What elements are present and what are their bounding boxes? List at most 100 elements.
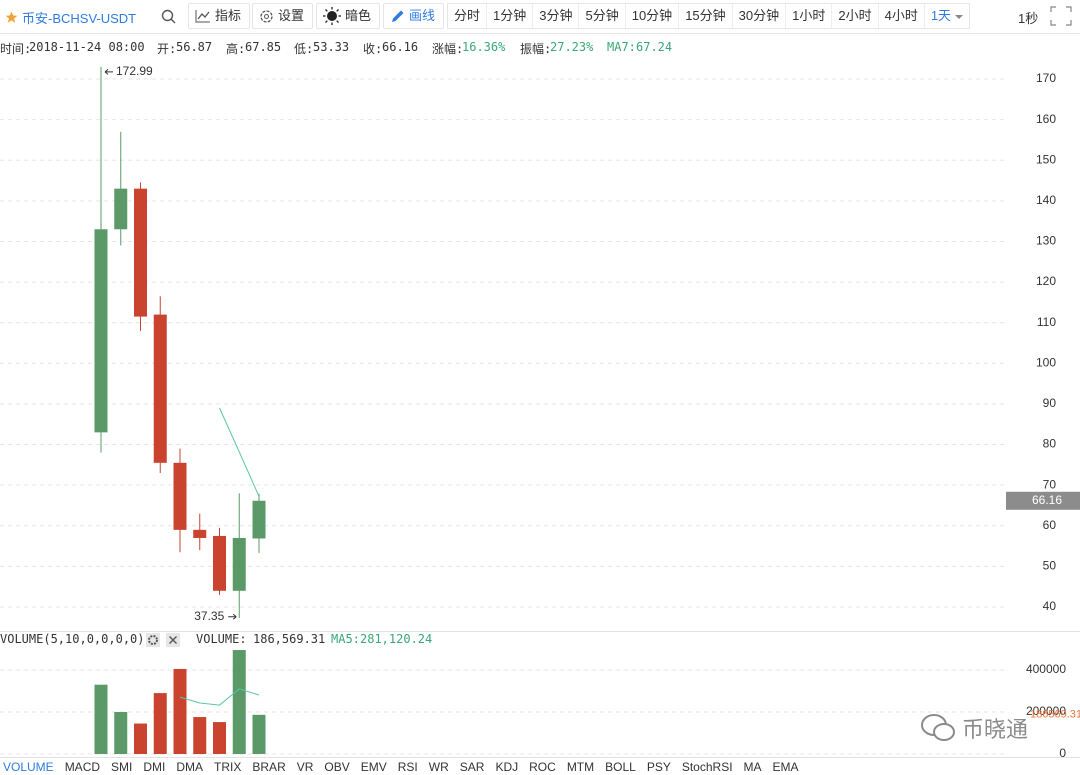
volume-bar — [173, 668, 187, 754]
indicator-tab[interactable]: SAR — [459, 760, 485, 774]
indicator-tab[interactable]: WR — [428, 760, 449, 774]
info-label: 振幅: — [520, 42, 552, 56]
y-tick-label: 150 — [1036, 152, 1056, 166]
interval[interactable]: 1分钟 — [486, 4, 532, 28]
info-low: 53.33 — [313, 40, 350, 54]
y-tick-label: 140 — [1036, 193, 1056, 207]
fullscreen-icon[interactable] — [1050, 6, 1072, 26]
interval[interactable]: 分时 — [454, 8, 481, 23]
y-tick-label: 110 — [1037, 315, 1056, 329]
indicator-button[interactable]: 指标 — [188, 3, 251, 29]
indicator-tab[interactable]: RSI — [397, 760, 418, 774]
y-tick-label: 170 — [1036, 71, 1056, 85]
tool-label: 暗色 — [345, 8, 372, 23]
interval[interactable]: 5分钟 — [578, 4, 624, 28]
y-tick-label: 120 — [1036, 274, 1056, 288]
watermark-text: 币晓通 — [962, 717, 1029, 742]
symbol-name: 币安-BCHSV-USDT — [22, 11, 137, 26]
draw-icon — [392, 10, 404, 22]
theme-icon — [323, 7, 341, 25]
volume-bar — [94, 684, 108, 754]
indicator-tab[interactable]: MTM — [566, 760, 595, 774]
info-time: 2018-11-24 08:00 — [29, 40, 145, 54]
search-icon[interactable] — [161, 9, 176, 24]
indicator-tab[interactable]: EMA — [772, 760, 799, 774]
gear-icon[interactable] — [146, 633, 160, 647]
settings-button[interactable]: 设置 — [252, 3, 314, 29]
y-tick-label: 70 — [1043, 477, 1057, 491]
arrow — [228, 613, 237, 620]
candle-body — [114, 188, 128, 230]
info-label: 时间: — [0, 42, 32, 56]
tool-label: 画线 — [409, 8, 436, 23]
indicator-tab[interactable]: VR — [296, 760, 314, 774]
y-tick-label: 100 — [1036, 355, 1056, 369]
candle-body — [134, 188, 147, 317]
indicator-tab[interactable]: TRIX — [214, 760, 242, 774]
indicator-tab[interactable]: MA — [743, 760, 762, 774]
interval[interactable]: 4小时 — [877, 4, 924, 28]
tool-label: 指标 — [215, 8, 242, 23]
y-tick-label: 50 — [1043, 559, 1057, 573]
indicator-tab[interactable]: SMI — [111, 760, 133, 774]
watermark: 币晓通 — [920, 712, 1028, 744]
indicator-tab[interactable]: BOLL — [605, 760, 636, 774]
symbol[interactable]: 币安-BCHSV-USDT — [5, 8, 136, 27]
indicator-tab[interactable]: StochRSI — [681, 760, 733, 774]
interval[interactable]: 2小时 — [831, 4, 877, 28]
indicator-tab[interactable]: BRAR — [252, 760, 286, 774]
last-volume-label: 186569.31 — [1030, 709, 1080, 721]
interval[interactable]: 30分钟 — [731, 4, 785, 28]
interval[interactable]: 3分钟 — [532, 4, 578, 28]
info-label: 高: — [226, 42, 246, 56]
info-amplitude: 27.23% — [550, 40, 594, 54]
close-icon[interactable] — [166, 633, 180, 647]
candle-body — [232, 537, 246, 591]
indicator-tab[interactable]: MACD — [64, 760, 101, 774]
info-change: 16.36% — [462, 40, 506, 54]
star-icon — [5, 11, 18, 23]
info-label: MA5: — [331, 632, 360, 646]
draw-button[interactable]: 画线 — [383, 3, 445, 29]
price-tag — [1006, 491, 1080, 510]
indicator-tab[interactable]: VOLUME — [3, 760, 54, 774]
info-open: 56.87 — [176, 40, 213, 54]
info-label: MA7: — [607, 40, 636, 54]
info-ma: 67.24 — [636, 40, 673, 54]
indicator-tab[interactable]: EMV — [360, 760, 387, 774]
candle-body — [173, 462, 187, 530]
indicator-tab[interactable]: DMA — [176, 760, 204, 774]
theme-button[interactable]: 暗色 — [316, 3, 381, 29]
candle-body — [193, 529, 207, 538]
indicator-tab[interactable]: OBV — [324, 760, 350, 774]
info-label: 低: — [294, 42, 314, 56]
volume-bar — [193, 717, 207, 754]
y-tick-label: 40 — [1043, 599, 1057, 613]
indicator-tab[interactable]: PSY — [646, 760, 671, 774]
tool-label: 设置 — [278, 8, 305, 23]
speed[interactable]: 1秒 — [1018, 11, 1039, 26]
y-tick-label: 400000 — [1026, 662, 1066, 676]
y-tick-label: 80 — [1043, 437, 1057, 451]
candle-body — [213, 535, 226, 591]
info-label: VOLUME: — [196, 632, 247, 646]
interval-group: 分时 1分钟 3分钟 5分钟 10分钟 15分钟 30分钟 1小时 2小时 4小时 1天 — [447, 3, 971, 29]
interval[interactable]: 1小时 — [785, 4, 831, 28]
max-label: 172.99 — [116, 64, 153, 78]
info-label: 收: — [363, 42, 383, 56]
indicator-tab[interactable]: DMI — [143, 760, 166, 774]
price-tag-label: 66.16 — [1032, 493, 1062, 507]
info-volume: 186,569.31 — [253, 632, 326, 646]
indicator-tab[interactable]: KDJ — [495, 760, 519, 774]
info-label: 涨幅: — [432, 42, 464, 56]
info-ma5: 281,120.24 — [360, 632, 433, 646]
interval[interactable]: 1天 — [923, 4, 969, 28]
interval[interactable]: 15分钟 — [678, 4, 731, 28]
interval[interactable]: 10分钟 — [624, 4, 678, 28]
volume-bar — [153, 693, 167, 754]
indicator-tab[interactable]: ROC — [529, 760, 556, 774]
info-high: 67.85 — [245, 40, 282, 54]
y-tick-label: 90 — [1043, 396, 1057, 410]
